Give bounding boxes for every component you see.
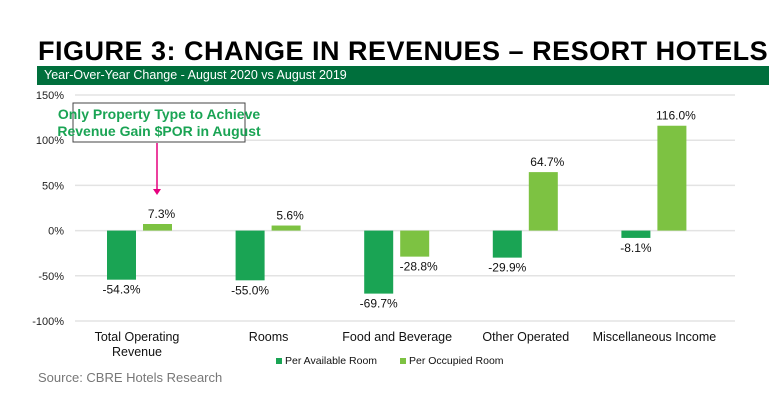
data-label: 7.3%: [148, 207, 176, 221]
arrow-head-icon: [153, 189, 161, 195]
data-label: 5.6%: [276, 209, 304, 223]
y-tick-label: 0%: [48, 226, 64, 238]
bar-par: [235, 230, 265, 281]
data-label: 64.7%: [530, 155, 564, 169]
data-label: -55.0%: [231, 283, 269, 297]
legend-label: Per Occupied Room: [409, 355, 504, 367]
legend-swatch: [400, 358, 406, 364]
bar-por: [271, 225, 301, 231]
bar-par: [364, 230, 394, 294]
source-note: Source: CBRE Hotels Research: [38, 370, 223, 385]
data-label: -54.3%: [102, 283, 140, 297]
figure-title: FIGURE 3: CHANGE IN REVENUES – RESORT HO…: [38, 36, 769, 66]
data-label: -8.1%: [620, 241, 652, 255]
y-tick-label: -100%: [32, 316, 64, 328]
data-label: 116.0%: [656, 109, 696, 123]
category-label: Food and Beverage: [342, 330, 452, 344]
data-label: -69.7%: [360, 297, 398, 311]
data-label: -28.8%: [400, 260, 438, 274]
y-tick-label: -50%: [38, 271, 64, 283]
category-label: Total Operating: [95, 330, 180, 344]
annotation-text: Revenue Gain $POR in August: [57, 123, 261, 139]
bar-por: [143, 224, 172, 231]
bar-por: [528, 172, 558, 231]
subtitle-bar: Year-Over-Year Change - August 2020 vs A…: [37, 66, 769, 85]
bar-par: [107, 230, 136, 280]
bar-por: [400, 230, 430, 257]
y-tick-label: 50%: [42, 180, 64, 192]
legend-label: Per Available Room: [285, 355, 377, 367]
category-label: Rooms: [249, 330, 289, 344]
data-label: -29.9%: [488, 261, 526, 275]
category-label: Other Operated: [482, 330, 569, 344]
annotation-text: Only Property Type to Achieve: [58, 106, 260, 122]
bar-par: [492, 230, 522, 258]
category-label: Miscellaneous Income: [593, 330, 717, 344]
y-tick-label: 100%: [36, 135, 64, 147]
category-label: Revenue: [112, 345, 162, 359]
y-tick-label: 150%: [36, 90, 64, 102]
legend-swatch: [276, 358, 282, 364]
annotation-box: [72, 102, 246, 143]
bar-por: [657, 125, 687, 231]
bar-par: [621, 230, 651, 238]
